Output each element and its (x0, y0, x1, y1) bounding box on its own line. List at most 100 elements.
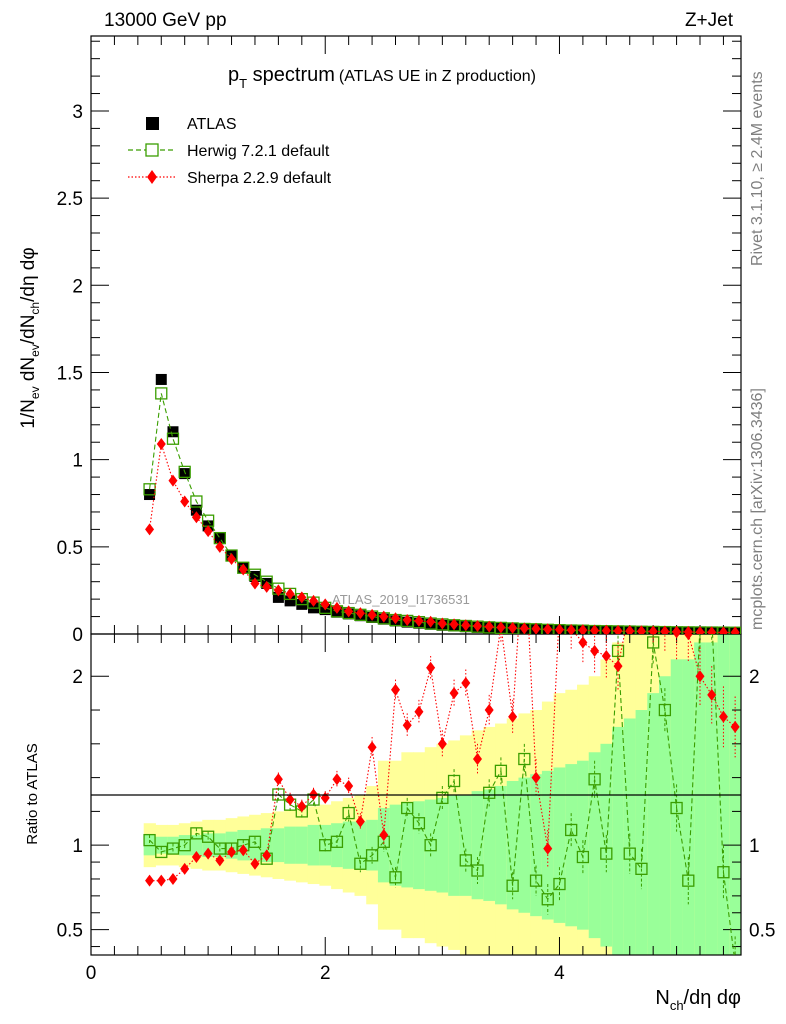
band-green (190, 835, 203, 856)
ratio-point-herwig (248, 835, 262, 848)
main-point-herwig (190, 495, 203, 508)
band-green (506, 780, 519, 910)
main-point-atlas (214, 532, 226, 544)
main-point-sherpa (472, 619, 482, 632)
ratio-ytick-label: 0.5 (57, 921, 83, 942)
ratio-point-sherpa (191, 851, 201, 864)
ratio-point-sherpa (472, 753, 482, 766)
ratio-point-herwig (576, 850, 590, 864)
ratio-point-sherpa (570, 634, 572, 635)
main-point-sherpa (695, 626, 705, 634)
legend-label-atlas: ATLAS (187, 116, 237, 133)
ratio-point-herwig (553, 877, 566, 891)
band-green (448, 794, 461, 896)
main-point-atlas (179, 468, 191, 480)
band-green (670, 659, 683, 955)
ratio-point-herwig (447, 774, 461, 788)
ratio-point-herwig (588, 773, 601, 786)
ratio-ytick-label-right: 1 (749, 836, 760, 857)
main-point-sherpa (344, 605, 354, 618)
main-point-sherpa (391, 612, 401, 625)
ratio-point-sherpa (355, 815, 365, 828)
ratio-point-herwig (611, 644, 625, 658)
main-point-atlas (249, 570, 261, 582)
band-green (612, 726, 625, 955)
legend-marker-sherpa (147, 170, 157, 184)
band-green (717, 634, 730, 955)
ratio-point-herwig (658, 703, 672, 717)
main-ytick-label: 0 (72, 625, 83, 646)
band-green (413, 801, 426, 890)
band-green (682, 659, 695, 955)
main-point-sherpa (707, 626, 717, 634)
main-ytick-label: 2 (72, 276, 83, 297)
band-green (705, 642, 719, 955)
ratio-point-sherpa (344, 780, 354, 793)
main-point-sherpa (273, 584, 283, 597)
ratio-point-sherpa (215, 854, 225, 867)
ratio-point-herwig (730, 958, 741, 969)
main-point-herwig (178, 465, 191, 479)
main-ylabel: 1/Nev dNev/dNch/dη dφ (18, 247, 42, 428)
main-point-sherpa (262, 580, 272, 593)
ratio-point-sherpa (449, 687, 459, 700)
ratio-point-sherpa (673, 634, 680, 639)
ratio-point-sherpa (637, 603, 646, 615)
ratio-point-sherpa (391, 683, 401, 696)
ratio-point-sherpa (718, 710, 728, 723)
ratio-point-herwig (342, 806, 355, 820)
main-point-sherpa (648, 625, 658, 634)
main-point-sherpa (660, 625, 670, 634)
band-green (471, 791, 484, 900)
ratio-point-sherpa (601, 649, 611, 662)
main-point-sherpa (578, 624, 588, 634)
band-green (588, 752, 601, 939)
process-label: Z+Jet (685, 10, 734, 31)
band-green (694, 642, 707, 955)
main-point-sherpa (309, 594, 319, 607)
ratio-point-herwig (647, 636, 660, 649)
main-point-sherpa (519, 622, 529, 634)
band-green (495, 786, 508, 905)
ratio-point-sherpa (707, 688, 717, 701)
main-point-sherpa (461, 619, 471, 632)
ratio-point-herwig (436, 791, 449, 805)
band-green (272, 828, 285, 863)
ratio-point-herwig (190, 827, 203, 840)
band-green (553, 767, 566, 923)
ratio-point-herwig (365, 849, 379, 862)
main-point-sherpa (566, 623, 576, 634)
ratio-point-sherpa (227, 845, 237, 858)
legend-marker-atlas (146, 117, 159, 130)
ratio-point-sherpa (250, 857, 260, 870)
ratio-point-herwig (483, 786, 496, 799)
ratio-point-sherpa (156, 874, 166, 887)
band-green (518, 777, 531, 913)
main-point-sherpa (191, 511, 201, 524)
ratio-point-herwig (706, 612, 717, 623)
legend: ATLAS Herwig 7.2.1 default Sherpa 2.2.9 … (128, 116, 332, 187)
main-point-sherpa (145, 523, 155, 536)
ratio-point-sherpa (297, 800, 307, 813)
main-point-sherpa (601, 624, 611, 634)
main-point-sherpa (437, 617, 447, 630)
ratio-point-herwig (670, 801, 683, 815)
main-panel-data (143, 373, 741, 634)
main-point-sherpa (180, 495, 190, 508)
band-green (295, 826, 309, 864)
ratio-point-herwig (635, 862, 648, 875)
main-point-atlas (167, 426, 179, 438)
ratio-point-sherpa (379, 829, 389, 842)
ratio-point-herwig (178, 839, 191, 852)
main-ytick-label: 0.5 (57, 538, 83, 559)
xtick-label: 4 (554, 963, 565, 984)
band-green (284, 826, 297, 864)
ratio-point-sherpa (402, 719, 412, 732)
ratio-point-herwig (213, 842, 226, 855)
main-point-sherpa (402, 614, 412, 627)
main-point-sherpa (543, 623, 553, 634)
ratio-point-sherpa (262, 849, 272, 862)
ratio-point-sherpa (484, 704, 494, 717)
ratio-point-herwig (529, 874, 543, 887)
ratio-point-herwig (565, 823, 578, 837)
